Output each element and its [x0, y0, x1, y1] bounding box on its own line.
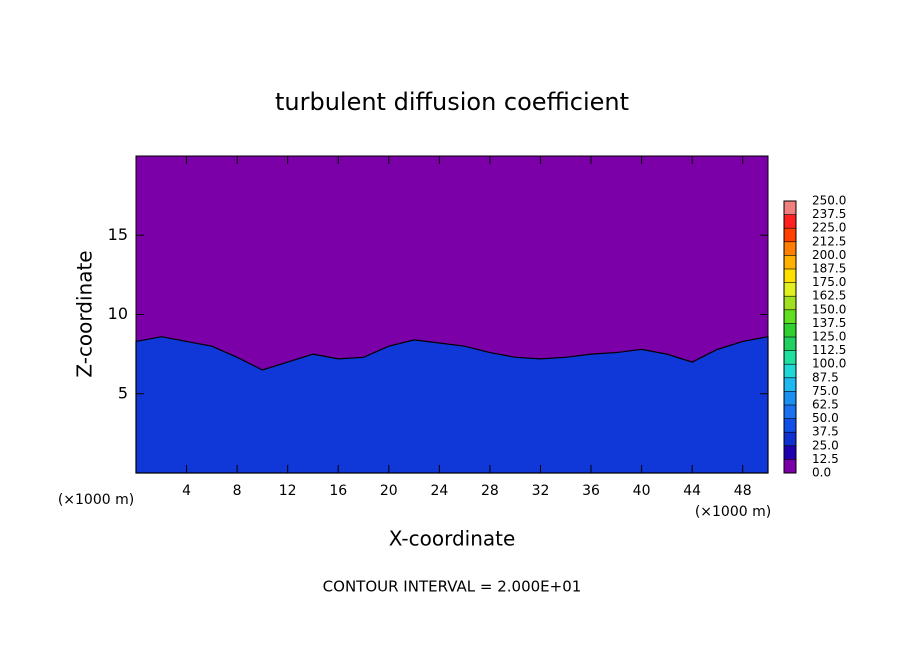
colorbar-bin	[784, 282, 796, 297]
x-axis-label: X-coordinate	[389, 527, 516, 551]
colorbar-bin	[784, 323, 796, 337]
colorbar-bin	[784, 201, 796, 215]
colorbar-frame	[783, 200, 797, 474]
colorbar-bin	[784, 241, 796, 256]
colorbar-bin	[784, 255, 796, 269]
colorbar-bin	[784, 364, 796, 378]
x-tick-label: 44	[683, 483, 701, 499]
colorbar-label: 175.0	[812, 275, 846, 289]
y-axis-label: Z-coordinate	[73, 250, 97, 377]
colorbar-label: 162.5	[812, 289, 846, 303]
x-tick-label: 24	[430, 483, 448, 499]
colorbar-label: 12.5	[812, 452, 839, 466]
y-tick-label: 10	[108, 304, 128, 323]
x-unit-label: (×1000 m)	[58, 492, 134, 508]
x-tick-label: 32	[532, 483, 550, 499]
colorbar-bin	[784, 405, 796, 419]
colorbar-label: 75.0	[812, 384, 839, 398]
x-unit-label: (×1000 m)	[695, 504, 771, 520]
y-tick-label: 15	[108, 225, 128, 244]
colorbar-bin	[784, 459, 796, 473]
chart-title: turbulent diffusion coefficient	[275, 88, 629, 116]
colorbar-label: 112.5	[812, 343, 846, 357]
y-tick-label: 5	[118, 383, 128, 402]
colorbar-label: 50.0	[812, 411, 839, 425]
colorbar-bin	[784, 296, 796, 310]
annotation: CONTOUR INTERVAL = 2.000E+01	[323, 578, 582, 596]
colorbar-label: 25.0	[812, 438, 839, 452]
colorbar-bin	[784, 337, 796, 351]
colorbar-bin	[784, 228, 796, 242]
colorbar-label: 100.0	[812, 357, 846, 371]
colorbar-bin	[784, 309, 796, 324]
x-tick-label: 48	[734, 483, 752, 499]
colorbar-label: 37.5	[812, 425, 839, 439]
colorbar-bin	[784, 391, 796, 405]
colorbar-bin	[784, 445, 796, 460]
colorbar-label: 200.0	[812, 248, 846, 262]
colorbar-label: 212.5	[812, 234, 846, 248]
colorbar-label: 187.5	[812, 262, 846, 276]
x-tick-label: 36	[582, 483, 600, 499]
x-tick-label: 4	[182, 483, 191, 499]
x-tick-label: 8	[233, 483, 242, 499]
colorbar-label: 250.0	[812, 194, 846, 208]
colorbar-label: 150.0	[812, 302, 846, 316]
colorbar-label: 87.5	[812, 370, 839, 384]
colorbar-label: 62.5	[812, 398, 839, 412]
colorbar-bin	[784, 377, 796, 392]
colorbar-label: 137.5	[812, 316, 846, 330]
x-tick-label: 28	[481, 483, 499, 499]
colorbar-bin	[784, 269, 796, 283]
colorbar-label: 0.0	[812, 466, 831, 480]
colorbar-bin	[784, 350, 796, 365]
x-tick-label: 40	[633, 483, 651, 499]
boundary-layer	[135, 335, 769, 474]
colorbar-bin	[784, 214, 796, 229]
colorbar-label: 225.0	[812, 221, 846, 235]
x-tick-label: 20	[380, 483, 398, 499]
x-tick-label: 16	[329, 483, 347, 499]
colorbar-label: 125.0	[812, 330, 846, 344]
colorbar-label: 237.5	[812, 207, 846, 221]
colorbar-bin	[784, 432, 796, 446]
x-tick-label: 12	[279, 483, 297, 499]
colorbar-bin	[784, 418, 796, 433]
